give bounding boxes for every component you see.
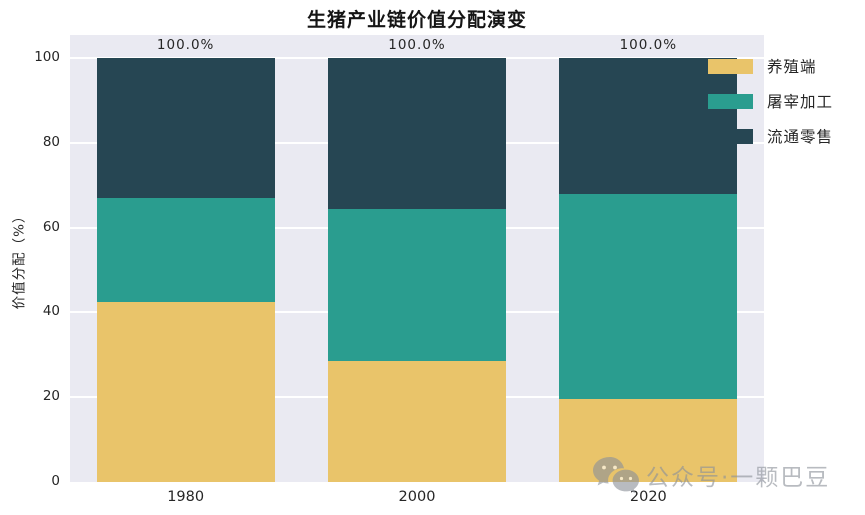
legend-label: 屠宰加工 [767,93,834,111]
chart-title: 生猪产业链价值分配演变 [306,9,527,31]
bar-group-1980 [96,58,275,482]
y-tick-label: 100 [34,49,60,65]
y-tick-label: 60 [42,218,60,235]
bar-segment [96,301,275,482]
x-tick-label: 2020 [629,489,667,505]
legend-item: 流通零售 [708,125,833,147]
y-tick-label: 80 [42,133,60,150]
legend: 养殖端屠宰加工流通零售 [708,55,833,160]
bar-total-label: 100.0% [388,37,446,53]
bar-segment [328,208,506,362]
bar-segment [96,197,275,302]
y-axis-label: 价值分配（%） [0,35,37,482]
legend-swatch [708,93,753,109]
y-tick-label: 0 [51,473,60,489]
gridline [70,57,764,59]
x-tick-label: 1980 [167,489,205,505]
watermark: 公众号·一颗巴豆 [592,456,830,494]
bar-group-2020 [559,58,738,482]
plot-area: 100.0% 100.0% 100.0% 0 20 40 60 80 100 1980 2000… [34,35,764,505]
watermark-text: 公众号·一颗巴豆 [646,465,831,491]
bar-total-label: 100.0% [156,37,215,53]
bar-segment [559,193,738,400]
bar-total-label: 100.0% [619,37,678,53]
wechat-icon [593,457,639,494]
legend-item: 屠宰加工 [708,90,833,112]
legend-label: 流通零售 [767,128,834,146]
bar-group-2000 [328,58,506,482]
bar-segment [96,58,275,198]
y-axis-label-text: 价值分配（%） [11,208,28,309]
bar-segment [559,399,738,482]
bar-segment [328,58,506,209]
legend-item: 养殖端 [708,55,833,77]
y-tick-label: 20 [42,388,60,405]
legend-swatch [708,58,753,74]
y-tick-label: 40 [42,303,60,320]
legend-label: 养殖端 [767,58,817,76]
bar-segment [559,58,738,194]
bar-segment [328,361,506,482]
x-tick-label: 2000 [398,489,436,505]
legend-swatch [708,128,753,144]
